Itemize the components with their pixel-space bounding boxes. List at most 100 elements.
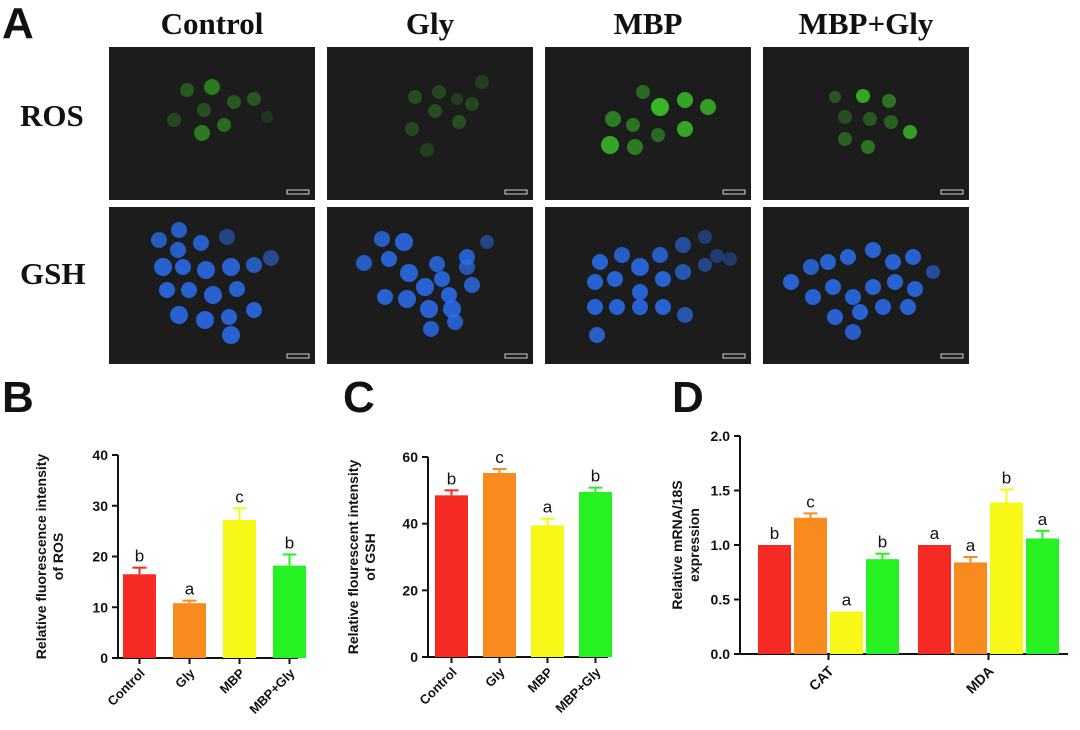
gsh-mbp-oocyte [675, 237, 691, 253]
gsh-mbp-gly-oocyte [865, 242, 881, 258]
gsh-x-tick-label: Control [416, 665, 459, 708]
micrograph-gsh-mbp-gly [763, 207, 969, 364]
gsh-mbp-gly-oocyte [865, 279, 881, 295]
ros-mbp-oocytes [601, 85, 746, 195]
ros-mbp-oocyte [636, 85, 650, 99]
scale-bar [504, 353, 528, 359]
gsh-gly-oocyte [400, 264, 418, 282]
gsh-gly-oocyte [398, 290, 416, 308]
gsh-control-oocyte [246, 257, 262, 273]
ros-mbp-oocyte [677, 92, 693, 108]
ros-mbp-oocyte [605, 111, 621, 127]
micrograph-gsh-mbp [545, 207, 751, 364]
gsh-mbp-oocytes [587, 230, 746, 359]
gsh-mbp-oocyte [698, 230, 712, 244]
gsh-gly-oocyte [374, 231, 390, 247]
ros-control-oocyte [217, 118, 231, 132]
gsh-mbp-gly-oocyte [840, 249, 856, 265]
gsh-gly-significance-label: c [495, 448, 504, 467]
micrograph-gsh-gly [327, 207, 533, 364]
mrna-cat-series-2-significance-label: c [806, 492, 815, 511]
ros-mbp-gly-oocyte [838, 110, 852, 124]
gsh-mbp-gly-significance-label: b [591, 467, 600, 486]
ros-mbp-oocyte [651, 128, 665, 142]
mrna-y-tick-label: 0.5 [711, 592, 731, 608]
mrna-y-tick-label: 1.0 [711, 537, 731, 553]
ros-y-tick-label: 40 [92, 447, 108, 463]
gsh-mbp-oocyte [592, 254, 608, 270]
gsh-gly-oocyte [459, 259, 475, 275]
gsh-y-tick-label: 40 [402, 516, 418, 532]
mrna-cat-series-4-significance-label: b [878, 533, 887, 552]
gsh-control-oocyte [204, 286, 222, 304]
gsh-mbp-gly-oocyte [803, 259, 819, 275]
ros-y-tick-label: 0 [100, 650, 108, 666]
gsh-control-oocyte [175, 259, 191, 275]
gsh-mbp-bar [531, 525, 564, 657]
gsh-mbp-oocyte [675, 264, 691, 280]
panel-label-a: A [2, 0, 34, 48]
gsh-mbp-oocyte [655, 271, 671, 287]
gsh-mbp-gly-oocyte [905, 249, 921, 265]
gsh-y-tick-label: 20 [402, 582, 418, 598]
gsh-mbp-oocyte [652, 247, 668, 263]
gsh-mbp-oocyte [607, 271, 623, 287]
chart-mrna-expression: 0.0 0.5 1.0 1.5 2.0 Relative mRNA/18Sexpressi… [670, 428, 1068, 697]
mrna-y-tick-label: 2.0 [711, 428, 731, 444]
mrna-cat-series-2-bar [794, 517, 827, 654]
gsh-gly-oocyte [434, 271, 450, 287]
panel-label-b: B [2, 373, 34, 422]
gsh-gly-oocyte [395, 233, 413, 251]
gsh-control-oocyte [159, 282, 175, 298]
gsh-control-oocyte [222, 258, 240, 276]
gsh-control-oocyte [229, 281, 245, 297]
gsh-mbp-oocyte [587, 274, 603, 290]
ros-gly-oocyte [405, 122, 419, 136]
gsh-control-oocyte [171, 222, 187, 238]
ros-gly-oocyte [465, 97, 479, 111]
ros-gly-oocyte [408, 90, 422, 104]
mrna-cat-series-3-significance-label: a [842, 590, 852, 609]
mrna-axes: 0.0 0.5 1.0 1.5 2.0 Relative mRNA/18Sexpressi… [670, 428, 1068, 662]
ros-mbp-oocyte [627, 139, 643, 155]
mrna-y-axis-label: Relative mRNA/18Sexpression [670, 480, 702, 609]
gsh-mbp-oocyte [589, 327, 605, 343]
gsh-mbp-gly-bar [579, 492, 612, 657]
gsh-mbp-oocyte [698, 258, 712, 272]
column-header-mbp: MBP [613, 6, 683, 41]
mrna-mda-series-2-significance-label: a [966, 536, 976, 555]
micrograph-ros-control [109, 47, 315, 200]
gsh-mbp-gly-oocyte [845, 289, 861, 305]
gsh-control-oocytes [151, 222, 310, 359]
gsh-axes: 0 20 40 60 Relative flourescent intensityof … [345, 449, 608, 665]
ros-mbp-oocyte [700, 99, 716, 115]
ros-mbp-bar [223, 519, 256, 658]
chart-gsh-intensity: 0 20 40 60 Relative flourescent intensityof … [345, 448, 612, 716]
gsh-mbp-oocyte [631, 258, 649, 276]
ros-mbp-gly-oocyte [856, 89, 870, 103]
ros-control-significance-label: b [135, 547, 144, 566]
gsh-gly-oocyte [356, 255, 372, 271]
scale-bar [286, 353, 310, 359]
ros-gly-oocyte [452, 115, 466, 129]
gsh-control-oocyte [151, 232, 167, 248]
scale-bar [504, 189, 528, 195]
gsh-mbp-gly-oocyte [805, 289, 821, 305]
gsh-mbp-oocyte [614, 247, 630, 263]
gsh-mbp-gly-oocyte [825, 279, 841, 295]
scale-bar [940, 353, 964, 359]
ros-axes: 0 10 20 30 40 Relative fluorescence intensity… [33, 447, 298, 666]
gsh-mbp-gly-oocyte [783, 274, 799, 290]
ros-mbp-gly-oocytes [829, 89, 964, 195]
gsh-control-significance-label: b [447, 469, 456, 488]
micrograph-ros-mbp-gly [763, 47, 969, 200]
row-header-gsh: GSH [20, 256, 86, 291]
ros-mbp-oocyte [651, 98, 669, 116]
ros-mbp-oocyte [626, 118, 640, 132]
ros-control-oocyte [204, 79, 220, 95]
mrna-mda-series-1-bar [918, 545, 951, 654]
micrograph-ros-gly [327, 47, 533, 200]
gsh-gly-oocyte [464, 277, 480, 293]
gsh-mbp-gly-oocytes [783, 242, 964, 359]
mrna-mda-series-4-bar [1026, 538, 1059, 654]
